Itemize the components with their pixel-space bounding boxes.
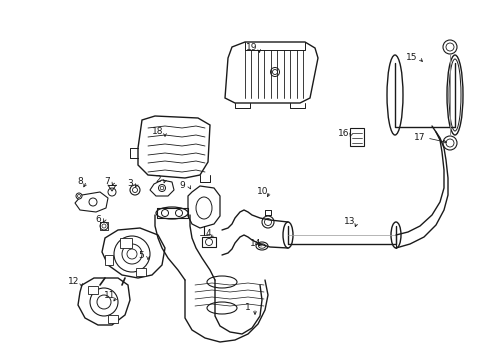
- Circle shape: [445, 43, 453, 51]
- Circle shape: [100, 222, 108, 230]
- Polygon shape: [150, 180, 174, 196]
- Polygon shape: [224, 42, 317, 103]
- Circle shape: [264, 219, 271, 225]
- Ellipse shape: [386, 55, 402, 135]
- Bar: [88, 286, 98, 294]
- Ellipse shape: [390, 222, 400, 248]
- Bar: [120, 238, 132, 248]
- Circle shape: [442, 136, 456, 150]
- Circle shape: [76, 193, 82, 199]
- Ellipse shape: [258, 244, 265, 248]
- Circle shape: [205, 238, 212, 246]
- Text: 17: 17: [413, 134, 425, 143]
- Circle shape: [108, 188, 116, 196]
- Text: 5: 5: [138, 252, 143, 261]
- Text: 1: 1: [244, 303, 250, 312]
- Text: 15: 15: [406, 54, 417, 63]
- Circle shape: [132, 188, 137, 193]
- Polygon shape: [102, 228, 164, 278]
- Text: 7: 7: [104, 176, 110, 185]
- Polygon shape: [75, 192, 108, 212]
- Polygon shape: [78, 278, 130, 325]
- Text: 16: 16: [338, 130, 349, 139]
- Circle shape: [77, 194, 81, 198]
- Circle shape: [270, 68, 279, 77]
- Bar: [349, 128, 363, 146]
- Circle shape: [158, 184, 165, 192]
- Text: 10: 10: [257, 186, 268, 195]
- Text: 9: 9: [179, 181, 184, 190]
- Text: 3: 3: [127, 180, 133, 189]
- Text: 4: 4: [205, 230, 210, 238]
- Circle shape: [114, 236, 150, 272]
- Circle shape: [445, 139, 453, 147]
- Polygon shape: [138, 116, 209, 178]
- Circle shape: [272, 69, 277, 75]
- Bar: [108, 315, 118, 323]
- Ellipse shape: [156, 207, 187, 219]
- Text: 6: 6: [95, 215, 101, 224]
- Ellipse shape: [196, 197, 212, 219]
- Ellipse shape: [448, 59, 460, 131]
- Polygon shape: [187, 186, 220, 228]
- Text: 11: 11: [104, 292, 116, 301]
- Circle shape: [97, 295, 111, 309]
- Circle shape: [127, 249, 137, 259]
- Circle shape: [262, 216, 273, 228]
- Ellipse shape: [206, 302, 237, 314]
- Text: 12: 12: [68, 278, 80, 287]
- Circle shape: [130, 185, 140, 195]
- Text: 8: 8: [77, 176, 82, 185]
- Bar: [136, 268, 146, 276]
- Text: 19: 19: [246, 44, 257, 53]
- Bar: [105, 255, 113, 265]
- Circle shape: [175, 210, 182, 216]
- Circle shape: [161, 210, 168, 216]
- Circle shape: [89, 198, 97, 206]
- Circle shape: [102, 224, 106, 228]
- Ellipse shape: [206, 276, 237, 288]
- Ellipse shape: [283, 222, 292, 248]
- Text: 18: 18: [152, 127, 163, 136]
- Bar: [202, 237, 216, 247]
- Circle shape: [160, 186, 163, 190]
- Ellipse shape: [256, 242, 267, 250]
- Ellipse shape: [446, 55, 462, 135]
- Text: 13: 13: [344, 217, 355, 226]
- Circle shape: [442, 40, 456, 54]
- Text: 2: 2: [155, 175, 161, 184]
- Text: 14: 14: [250, 239, 261, 248]
- Circle shape: [90, 288, 118, 316]
- Circle shape: [122, 244, 142, 264]
